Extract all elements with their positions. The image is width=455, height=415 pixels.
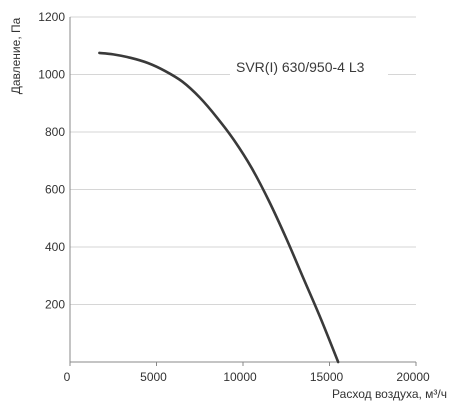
x-tick-label-10000: 10000 — [223, 370, 257, 384]
axes — [69, 17, 417, 366]
series-line-0 — [98, 51, 340, 364]
x-tick-label-15000: 15000 — [310, 370, 344, 384]
series-annotation: SVR(I) 630/950-4 L3 — [236, 59, 365, 75]
x-tick-label-20000: 20000 — [396, 370, 430, 384]
y-tick-label-200: 200 — [45, 298, 65, 312]
tick-labels: 200 400 600 800 1000 1200 0 5000 10000 15000 20000 — [38, 10, 430, 384]
y-tick-label-400: 400 — [45, 240, 65, 254]
y-tick-label-1200: 1200 — [38, 10, 65, 24]
y-tick-label-800: 800 — [45, 125, 65, 139]
y-axis-label: Давление, Па — [9, 17, 23, 94]
x-tick-label-5000: 5000 — [140, 370, 167, 384]
series-layer — [98, 51, 340, 364]
y-tick-label-1000: 1000 — [38, 68, 65, 82]
x-tick-label-0: 0 — [64, 370, 71, 384]
x-axis-label: Расход воздуха, м³/ч — [332, 387, 447, 401]
y-tick-label-600: 600 — [45, 183, 65, 197]
annotation-box — [230, 52, 388, 80]
